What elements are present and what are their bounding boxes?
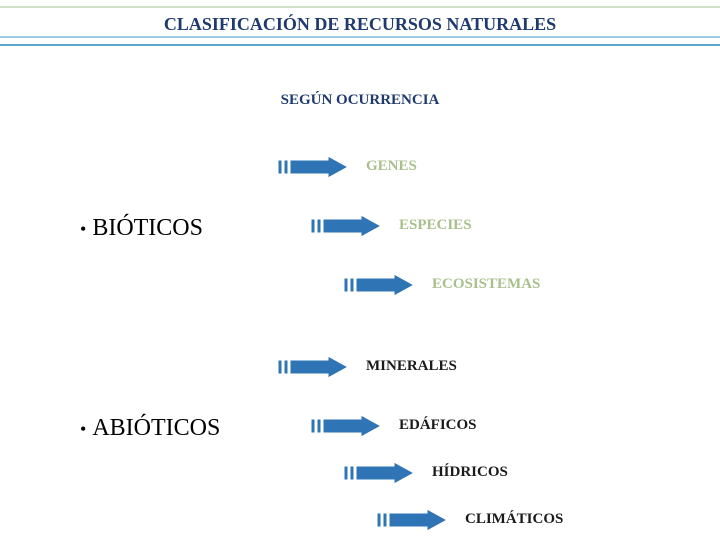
- a-ecosistemas: [344, 274, 414, 296]
- l-genes: GENES: [366, 158, 417, 175]
- header-line: [0, 44, 720, 46]
- bullet-icon: •: [80, 219, 86, 239]
- header-line: [0, 36, 720, 38]
- a-climaticos: [377, 509, 447, 531]
- a-especies: [311, 215, 381, 237]
- main-title: CLASIFICACIÓN DE RECURSOS NATURALES: [0, 14, 720, 35]
- l-edaficos: EDÁFICOS: [399, 417, 477, 434]
- category-label: ABIÓTICOS: [92, 415, 220, 441]
- l-minerales: MINERALES: [366, 358, 457, 375]
- l-climaticos: CLIMÁTICOS: [465, 511, 563, 528]
- a-edaficos: [311, 415, 381, 437]
- category-abioticos: • ABIÓTICOS: [80, 415, 220, 442]
- category-label: BIÓTICOS: [92, 215, 203, 241]
- category-bioticos: • BIÓTICOS: [80, 215, 203, 242]
- l-hidricos: HÍDRICOS: [432, 464, 508, 481]
- bullet-icon: •: [80, 419, 86, 439]
- a-genes: [278, 156, 348, 178]
- l-ecosistemas: ECOSISTEMAS: [432, 276, 540, 293]
- a-hidricos: [344, 462, 414, 484]
- a-minerales: [278, 356, 348, 378]
- subtitle: SEGÚN OCURRENCIA: [0, 92, 720, 109]
- l-especies: ESPECIES: [399, 217, 472, 234]
- header-line: [0, 6, 720, 8]
